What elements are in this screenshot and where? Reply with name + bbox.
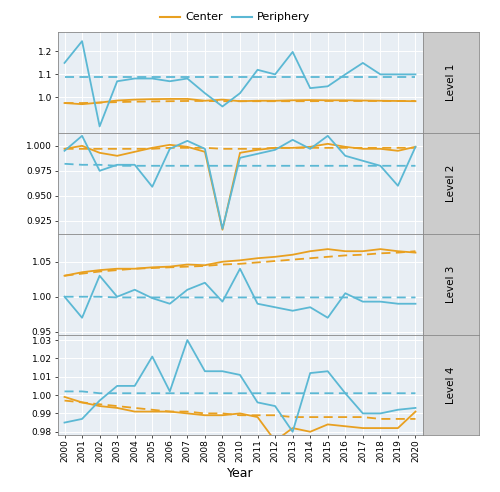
Legend: Center, Periphery: Center, Periphery [155,8,315,27]
X-axis label: Year: Year [226,466,254,480]
